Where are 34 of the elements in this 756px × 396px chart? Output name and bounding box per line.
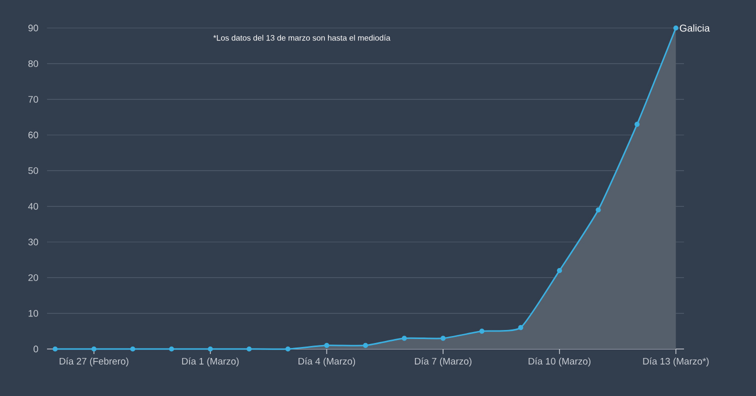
point xyxy=(402,336,407,341)
point xyxy=(440,336,446,341)
point xyxy=(168,346,174,352)
y-tick-label: 90 xyxy=(28,24,38,32)
point xyxy=(673,25,678,31)
x-tick-label: Día 10 (Marzo) xyxy=(528,358,590,366)
y-tick-label: 40 xyxy=(28,202,38,210)
point xyxy=(362,342,368,348)
y-tick-label: 30 xyxy=(28,238,38,246)
series-label: Galicia xyxy=(680,24,710,32)
x-tick-label: Día 1 (Marzo) xyxy=(182,358,239,366)
y-tick-label: 0 xyxy=(34,346,38,352)
point xyxy=(634,122,640,127)
y-tick-label: 20 xyxy=(28,274,38,282)
point xyxy=(285,346,290,352)
point xyxy=(596,207,601,212)
x-tick-label: Día 7 (Marzo) xyxy=(414,358,472,366)
point xyxy=(130,346,136,352)
point xyxy=(246,346,252,352)
point xyxy=(52,346,58,352)
y-tick-label: 80 xyxy=(28,60,38,68)
point xyxy=(324,342,330,348)
x-tick-label: Día 13 (Marzo*) xyxy=(643,358,709,366)
y-tick-label: 70 xyxy=(28,96,38,103)
y-tick-label: 10 xyxy=(28,310,38,317)
x-tick-label: Día 4 (Marzo) xyxy=(298,358,356,366)
y-tick-label: 60 xyxy=(28,132,38,138)
point xyxy=(556,268,562,274)
point xyxy=(208,346,213,352)
point xyxy=(479,328,484,334)
point xyxy=(518,325,524,330)
point xyxy=(91,346,96,352)
x-tick-label: Día 27 (Febrero) xyxy=(60,358,128,366)
y-tick-label: 50 xyxy=(28,167,38,174)
